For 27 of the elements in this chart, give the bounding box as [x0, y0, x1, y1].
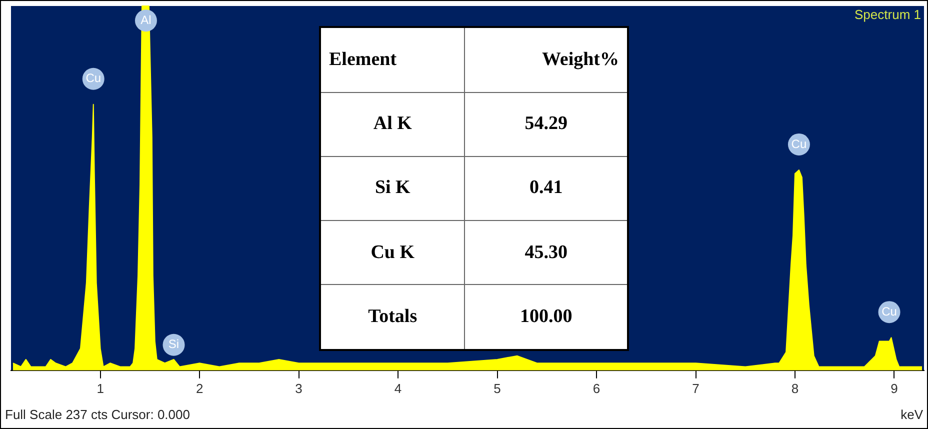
text: Full Scale 237 cts Cursor: 0.000 — [5, 407, 190, 422]
annotation: Element — [320, 27, 465, 92]
x-tick-label: 5 — [494, 380, 501, 396]
annotation: Totals — [320, 284, 465, 350]
annotation: Spectrum 1 — [854, 7, 921, 22]
annotation: Si — [168, 337, 180, 352]
annotation: Si K — [320, 156, 465, 220]
x-tick-label: 6 — [592, 380, 600, 396]
annotation: Weight% — [540, 48, 620, 72]
annotation: Cu — [882, 304, 897, 318]
x-tick-label: 9 — [890, 380, 898, 396]
x-tick-label: 7 — [692, 380, 700, 396]
x-axis-title: keV — [900, 407, 923, 422]
annotation: 100.00 — [519, 305, 574, 329]
annotation: Cu K — [320, 220, 465, 285]
annotation: 45.30 — [524, 240, 568, 264]
x-tick-label: 3 — [295, 380, 302, 396]
annotation: Al — [140, 12, 152, 27]
annotation: Cu — [791, 136, 807, 151]
x-tick-label: 2 — [196, 380, 204, 396]
x-tick-label: 4 — [394, 380, 402, 396]
x-tick-label: 1 — [96, 380, 104, 396]
x-tick-label: 8 — [791, 380, 799, 396]
annotation: 0.41 — [528, 176, 564, 200]
annotation: 54.29 — [524, 112, 568, 136]
annotation: Cu — [86, 71, 102, 86]
annotation: Al K — [320, 92, 465, 156]
